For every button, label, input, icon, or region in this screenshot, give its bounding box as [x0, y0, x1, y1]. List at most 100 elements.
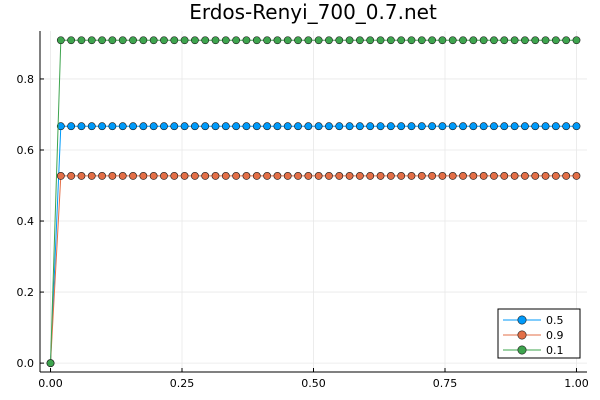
data-point: [283, 36, 292, 45]
data-point: [355, 36, 364, 45]
data-point: [129, 36, 137, 45]
data-point: [160, 172, 168, 180]
data-point: [201, 122, 210, 131]
data-point: [376, 36, 385, 45]
legend-swatch-marker: [517, 315, 527, 325]
data-point: [417, 172, 426, 180]
data-point: [572, 36, 581, 45]
data-point: [294, 122, 302, 131]
data-point: [232, 172, 241, 180]
chart-title: Erdos-Renyi_700_0.7.net: [189, 0, 437, 24]
data-point: [87, 36, 96, 45]
legend-label: 0.1: [546, 344, 564, 357]
data-point: [355, 172, 364, 180]
data-point: [118, 172, 127, 180]
x-tick-label: 0.50: [301, 377, 326, 390]
data-point: [500, 122, 509, 131]
data-point: [283, 122, 292, 131]
legend-item: 0.9: [503, 329, 564, 342]
data-point: [304, 172, 313, 180]
data-point: [221, 122, 230, 131]
data-point: [190, 36, 199, 45]
data-point: [479, 122, 488, 131]
data-point: [190, 122, 199, 131]
data-point: [397, 172, 406, 180]
data-point: [201, 172, 210, 180]
data-point: [108, 122, 117, 131]
data-point: [469, 172, 478, 180]
data-point: [551, 122, 560, 131]
data-point: [355, 122, 364, 131]
data-point: [366, 172, 375, 180]
data-point: [510, 122, 519, 131]
data-point: [273, 172, 282, 180]
data-point: [263, 172, 272, 180]
data-point: [170, 122, 179, 131]
series-0-5: [46, 122, 581, 368]
data-point: [263, 36, 272, 45]
data-point: [325, 36, 333, 45]
series-line: [50, 125, 577, 364]
data-point: [551, 172, 560, 180]
data-point: [211, 36, 220, 45]
data-point: [180, 36, 189, 45]
data-point: [314, 172, 323, 180]
data-point: [149, 172, 158, 180]
data-point: [386, 122, 395, 131]
data-point: [201, 36, 210, 45]
data-point: [46, 359, 55, 368]
data-point: [252, 122, 261, 131]
data-point: [108, 36, 117, 45]
data-point: [407, 122, 416, 131]
data-point: [180, 172, 189, 180]
data-point: [108, 172, 117, 180]
data-point: [397, 122, 406, 131]
data-point: [273, 122, 282, 131]
legend-item: 0.5: [503, 314, 564, 327]
data-point: [407, 36, 416, 45]
data-point: [221, 36, 230, 45]
data-point: [118, 122, 127, 131]
data-point: [407, 172, 416, 180]
legend-item: 0.1: [503, 344, 564, 357]
data-point: [98, 122, 106, 131]
data-point: [87, 172, 96, 180]
data-point: [531, 36, 540, 45]
data-point: [325, 172, 333, 180]
data-point: [294, 36, 302, 45]
data-point: [77, 36, 86, 45]
data-point: [428, 122, 437, 131]
data-point: [386, 36, 395, 45]
data-point: [139, 172, 148, 180]
data-point: [500, 36, 509, 45]
data-point: [438, 122, 447, 131]
data-point: [118, 36, 127, 45]
data-point: [129, 122, 137, 131]
data-point: [448, 36, 457, 45]
data-point: [160, 122, 168, 131]
y-tick-label: 0.6: [17, 144, 35, 157]
y-tick-label: 0.4: [17, 215, 35, 228]
data-point: [314, 122, 323, 131]
data-point: [242, 172, 251, 180]
data-point: [252, 172, 261, 180]
data-point: [417, 122, 426, 131]
data-point: [304, 122, 313, 131]
data-point: [459, 36, 467, 45]
data-point: [438, 36, 447, 45]
data-point: [490, 172, 498, 180]
data-point: [221, 172, 230, 180]
x-tick-label: 1.00: [564, 377, 589, 390]
data-point: [345, 122, 354, 131]
data-point: [170, 36, 179, 45]
data-point: [149, 122, 158, 131]
data-point: [531, 172, 540, 180]
legend-swatch-marker: [517, 330, 527, 340]
data-point: [479, 172, 488, 180]
data-point: [87, 122, 96, 131]
data-point: [273, 36, 282, 45]
data-point: [335, 122, 344, 131]
data-point: [551, 36, 560, 45]
data-point: [211, 122, 220, 131]
